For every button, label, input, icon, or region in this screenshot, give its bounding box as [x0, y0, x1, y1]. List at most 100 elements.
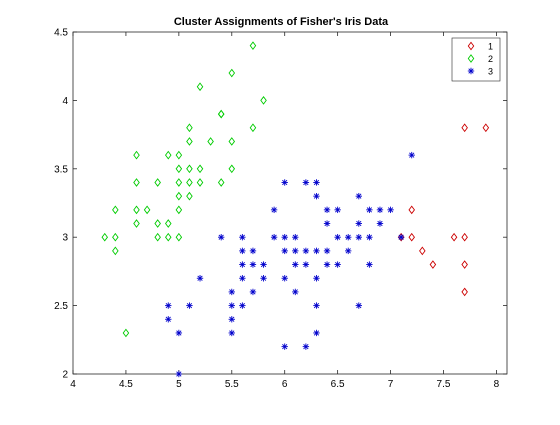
legend-marker-2 — [467, 54, 475, 63]
cluster-2-point — [133, 205, 140, 215]
x-tick-label: 8 — [494, 379, 500, 390]
legend-items: 1 2 3 — [467, 41, 493, 77]
cluster-1-point — [408, 205, 415, 215]
cluster-2-point — [165, 219, 172, 228]
cluster-2-point — [186, 178, 193, 187]
chart-title: Cluster Assignments of Fisher's Iris Dat… — [174, 16, 389, 28]
cluster-2-point — [175, 150, 183, 160]
cluster-2-point — [154, 219, 161, 228]
y-tick-label: 2 — [62, 370, 68, 381]
cluster-3-point — [387, 206, 394, 214]
cluster-3-point — [345, 234, 352, 241]
cluster-3-point — [281, 247, 288, 255]
cluster-3-point — [292, 234, 299, 241]
cluster-1-point — [408, 232, 415, 242]
cluster-3-point — [355, 234, 363, 241]
cluster-2-point — [101, 232, 109, 242]
cluster-2-point — [122, 328, 130, 338]
cluster-2-point — [175, 191, 183, 201]
data-points — [101, 41, 490, 378]
cluster-3-point — [260, 261, 267, 268]
cluster-2-point — [175, 205, 183, 215]
cluster-2-point — [175, 164, 183, 174]
cluster-3-point — [323, 220, 331, 227]
cluster-3-point — [355, 302, 363, 309]
cluster-3-point — [302, 343, 310, 350]
cluster-2-point — [249, 123, 257, 133]
cluster-3-point — [239, 302, 246, 309]
cluster-3-point — [239, 234, 246, 241]
cluster-3-point — [334, 206, 341, 214]
legend-label-2: 2 — [488, 54, 493, 64]
cluster-2-point — [154, 232, 161, 242]
cluster-3-point — [323, 206, 331, 214]
cluster-1-point — [429, 260, 437, 269]
cluster-3-point — [239, 247, 246, 255]
cluster-2-point — [196, 82, 204, 92]
cluster-3-point — [313, 275, 320, 282]
x-tick-label: 4.5 — [119, 379, 133, 390]
y-tick-label: 4 — [62, 96, 68, 107]
cluster-3-point — [239, 261, 246, 268]
cluster-2-point — [143, 205, 151, 215]
cluster-2-point — [196, 164, 204, 174]
cluster-3-point — [239, 275, 246, 282]
cluster-1-point — [482, 123, 490, 133]
cluster-3-point — [313, 192, 320, 200]
cluster-3-point — [186, 302, 193, 309]
legend-label-3: 3 — [488, 67, 493, 77]
cluster-1-point — [461, 260, 468, 269]
cluster-3-point — [228, 329, 235, 337]
x-tick-label: 7 — [388, 379, 394, 390]
cluster-2-point — [228, 137, 236, 146]
cluster-2-point — [207, 137, 214, 146]
cluster-2-point — [165, 232, 172, 242]
x-tick-label: 5.5 — [225, 379, 239, 390]
y-tick-label: 2.5 — [54, 301, 68, 312]
cluster-3-point — [397, 234, 405, 241]
cluster-3-point — [323, 247, 331, 255]
cluster-3-point — [313, 247, 320, 255]
cluster-2-point — [186, 137, 193, 146]
cluster-3-point — [228, 302, 235, 309]
y-tick-label: 3 — [62, 233, 68, 244]
cluster-2-point — [154, 178, 161, 187]
cluster-3-point — [408, 151, 415, 159]
y-tick-label: 4.5 — [54, 28, 68, 39]
legend-label-1: 1 — [488, 42, 493, 52]
cluster-3-point — [334, 261, 341, 268]
cluster-2-point — [217, 178, 225, 187]
cluster-1-point — [461, 232, 468, 242]
cluster-1-point — [461, 287, 468, 297]
cluster-3-point — [376, 220, 384, 227]
cluster-3-point — [249, 261, 257, 268]
cluster-3-point — [292, 288, 299, 296]
cluster-2-point — [165, 150, 172, 160]
axis-ticks: 4 4.5 5 5.5 6 6.5 7 7.5 8 2 2.5 3 3.5 4 4.5 — [54, 28, 507, 390]
cluster-3-point — [366, 261, 373, 268]
cluster-2-point — [249, 41, 257, 51]
legend-marker-1 — [467, 41, 475, 51]
cluster-2-point — [186, 123, 193, 133]
cluster-3-point — [313, 302, 320, 309]
legend-marker-3 — [467, 67, 475, 75]
cluster-2-point — [228, 68, 236, 78]
cluster-3-point — [249, 288, 257, 296]
legend-box — [451, 37, 501, 82]
cluster-2-point — [133, 219, 140, 228]
cluster-3-point — [249, 247, 257, 255]
cluster-2-point — [196, 178, 204, 187]
cluster-2-point — [133, 178, 140, 187]
cluster-3-point — [281, 343, 288, 350]
cluster-3-point — [366, 234, 373, 241]
cluster-3-point — [281, 179, 288, 186]
y-tick-label: 3.5 — [54, 164, 68, 175]
cluster-2-point — [112, 232, 119, 242]
x-tick-label: 7.5 — [437, 379, 451, 390]
cluster-1-point — [419, 246, 426, 256]
cluster-2-point — [175, 178, 183, 187]
cluster-3-point — [228, 316, 235, 323]
cluster-3-point — [217, 234, 225, 241]
cluster-3-point — [355, 192, 363, 200]
